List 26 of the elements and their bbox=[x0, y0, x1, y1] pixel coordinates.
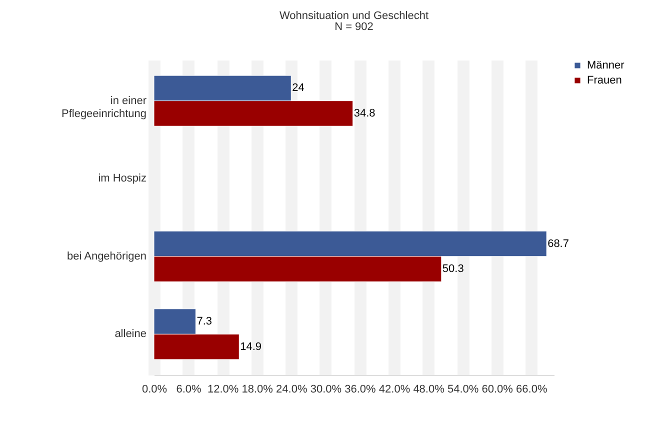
y-tick-label: bei Angehörigen bbox=[66, 250, 146, 262]
x-tick-label: 42.0% bbox=[378, 384, 410, 396]
x-tick-label: 30.0% bbox=[310, 384, 342, 396]
data-label: 34.8 bbox=[354, 107, 376, 120]
legend-label: Frauen bbox=[587, 74, 622, 86]
data-label: 14.9 bbox=[240, 340, 262, 353]
x-tick-label: 24.0% bbox=[276, 384, 308, 396]
x-tick-label: 60.0% bbox=[482, 384, 514, 396]
x-tick-label: 54.0% bbox=[447, 384, 479, 396]
y-tick-label: in einer Pflegeeinrichtung bbox=[61, 94, 147, 120]
y-tick-label: im Hospiz bbox=[98, 172, 146, 185]
x-tick-label: 18.0% bbox=[242, 384, 274, 396]
x-tick-label: 48.0% bbox=[413, 384, 445, 396]
legend-label: Männer bbox=[587, 60, 625, 72]
data-label: 24 bbox=[292, 82, 304, 94]
x-tick-label: 6.0% bbox=[176, 384, 202, 396]
data-label: 7.3 bbox=[196, 316, 212, 328]
chart-subtitle: N = 902 bbox=[334, 21, 374, 33]
y-tick-label: alleine bbox=[114, 328, 146, 340]
x-tick-label: 12.0% bbox=[207, 384, 239, 396]
x-tick-label: 66.0% bbox=[516, 384, 548, 396]
chart-title: Wohnsituation und Geschlecht bbox=[280, 10, 428, 22]
data-label: 68.7 bbox=[548, 238, 569, 250]
data-label: 50.3 bbox=[442, 263, 464, 276]
x-tick-label: 36.0% bbox=[344, 384, 376, 396]
x-tick-label: 0.0% bbox=[142, 384, 168, 396]
